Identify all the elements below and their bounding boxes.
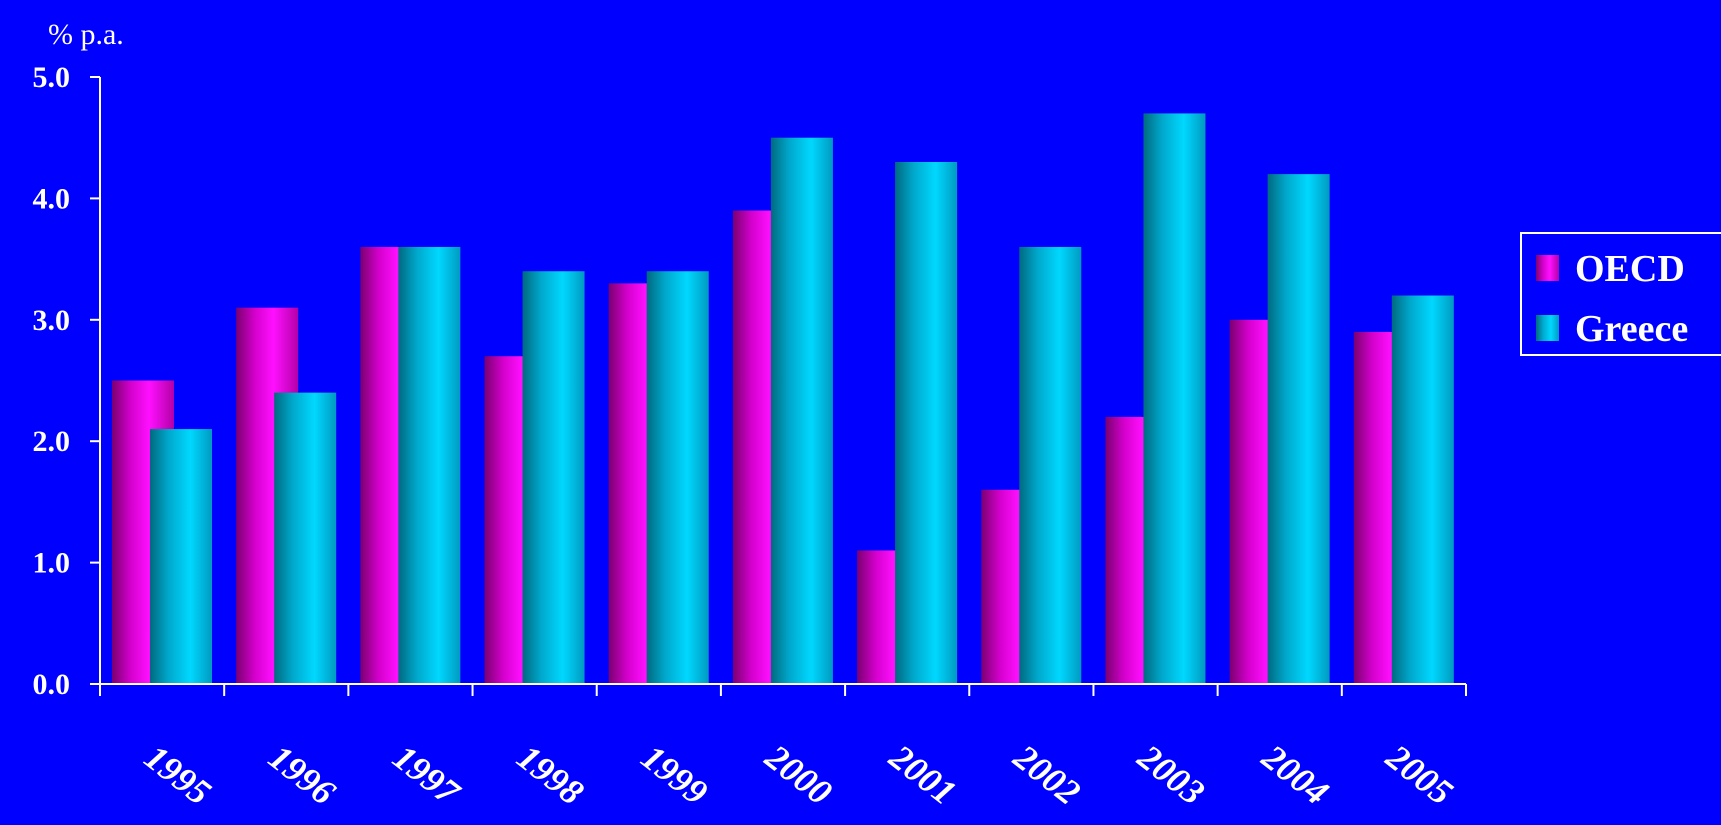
- x-tick-label: 1995: [137, 737, 218, 813]
- x-tick-label: 1997: [386, 737, 469, 814]
- y-axis: 0.0 1.0 2.0 3.0 4.0 5.0: [33, 61, 101, 701]
- x-tick-label: 1999: [634, 737, 715, 813]
- bar-greece-1995: [150, 429, 212, 684]
- x-tick-label: 2000: [757, 736, 839, 812]
- bar-greece-2000: [770, 137, 833, 684]
- x-tick-label: 2005: [1378, 736, 1460, 812]
- legend-label-greece: Greece: [1575, 308, 1688, 350]
- bar-greece-2003: [1143, 113, 1206, 685]
- x-tick-label: 2001: [881, 736, 963, 812]
- legend-label-oecd: OECD: [1575, 248, 1685, 290]
- y-tick-label: 1.0: [33, 547, 71, 580]
- bar-greece-1996: [274, 392, 337, 684]
- legend-swatch-greece: [1536, 315, 1559, 341]
- legend-box: [1520, 232, 1721, 356]
- bar-greece-1997: [398, 246, 461, 684]
- bar-greece-1999: [646, 271, 709, 684]
- y-tick-label: 3.0: [33, 304, 71, 337]
- bars: [112, 113, 1454, 685]
- y-tick-label: 4.0: [33, 182, 71, 215]
- x-tick-label: 1996: [261, 737, 342, 813]
- bar-greece-2002: [1019, 246, 1082, 684]
- bar-greece-2001: [895, 161, 958, 685]
- x-axis: 1995 1996 1997 1998 1999 2000 2001 2002 2003 2004…: [99, 683, 1467, 814]
- bar-greece-1998: [522, 271, 585, 684]
- bar-greece-2005: [1391, 295, 1454, 684]
- y-tick-label: 0.0: [33, 668, 71, 701]
- y-tick-label: 5.0: [33, 61, 71, 94]
- x-tick-label: 2003: [1130, 736, 1212, 812]
- legend: OECD Greece: [1520, 232, 1721, 356]
- y-tick-label: 2.0: [33, 425, 71, 458]
- y-axis-label: % p.a.: [48, 18, 124, 51]
- x-tick-label: 2004: [1254, 736, 1336, 812]
- bar-greece-2004: [1267, 174, 1330, 684]
- x-tick-label: 1998: [510, 737, 591, 813]
- x-tick-label: 2002: [1006, 736, 1088, 812]
- legend-swatch-oecd: [1536, 255, 1559, 281]
